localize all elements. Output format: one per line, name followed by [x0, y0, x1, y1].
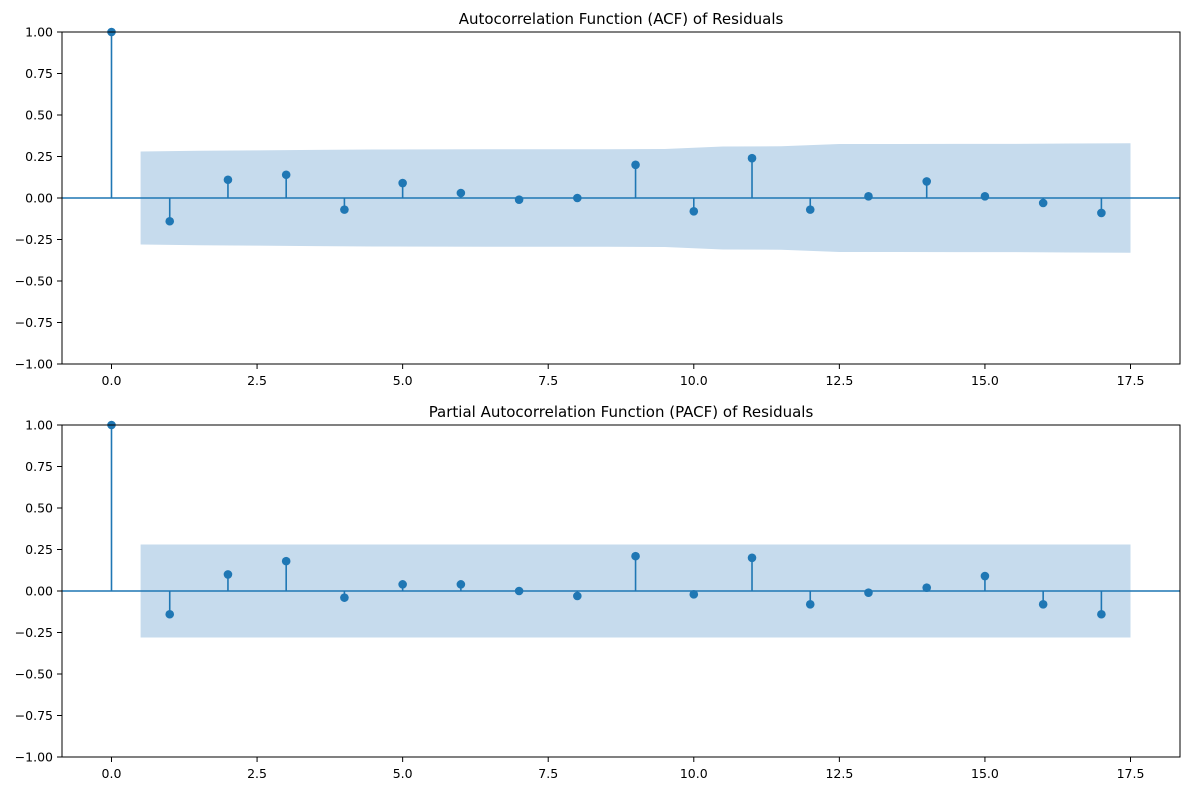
- acf-x-tick-label: 0.0: [102, 373, 122, 388]
- acf-y-tick-label: −0.50: [15, 274, 53, 289]
- acf-marker-lag-1: [165, 216, 175, 226]
- pacf-x-tick-label: 0.0: [102, 766, 122, 781]
- pacf-marker-lag-10: [689, 590, 699, 599]
- acf-y-tick-label: −0.25: [15, 232, 53, 247]
- pacf-x-tick-label: 17.5: [1117, 766, 1145, 781]
- acf-chart-title: Autocorrelation Function (ACF) of Residu…: [459, 10, 784, 28]
- pacf-marker-lag-13: [864, 588, 873, 597]
- acf-marker-lag-5: [398, 178, 407, 188]
- pacf-marker-lag-16: [1038, 599, 1048, 609]
- pacf-marker-lag-12: [805, 599, 815, 609]
- pacf-marker-lag-9: [631, 551, 640, 561]
- pacf-y-tick-label: −0.75: [15, 708, 53, 723]
- acf-marker-lag-7: [514, 195, 524, 204]
- pacf-y-tick-label: 0.75: [25, 459, 53, 474]
- pacf-marker-lag-3: [281, 556, 291, 566]
- acf-y-tick-label: 0.25: [25, 149, 53, 164]
- acf-marker-lag-17: [1097, 208, 1106, 218]
- acf-marker-lag-6: [456, 188, 466, 198]
- acf-marker-lag-13: [864, 192, 873, 201]
- pacf-marker-lag-14: [922, 583, 932, 592]
- acf-marker-lag-16: [1038, 198, 1048, 208]
- pacf-x-tick-label: 5.0: [393, 766, 413, 781]
- pacf-marker-lag-2: [223, 570, 233, 579]
- pacf-marker-lag-6: [456, 580, 466, 589]
- pacf-y-tick-label: 0.25: [25, 542, 53, 557]
- pacf-marker-lag-7: [514, 586, 524, 596]
- acf-marker-lag-9: [631, 160, 640, 170]
- pacf-chart-title: Partial Autocorrelation Function (PACF) …: [429, 403, 814, 421]
- acf-x-tick-label: 10.0: [680, 373, 708, 388]
- acf-marker-lag-4: [340, 205, 349, 214]
- acf-y-tick-label: 0.50: [25, 108, 53, 123]
- acf-marker-lag-14: [922, 177, 932, 186]
- pacf-x-tick-label: 2.5: [247, 766, 267, 781]
- pacf-y-tick-label: −0.50: [15, 667, 53, 682]
- acf-marker-lag-3: [281, 170, 291, 180]
- acf-x-tick-label: 5.0: [393, 373, 413, 388]
- acf-marker-lag-12: [805, 205, 815, 214]
- pacf-marker-lag-5: [398, 580, 407, 589]
- pacf-marker-lag-4: [340, 593, 349, 602]
- acf-x-tick-label: 17.5: [1117, 373, 1145, 388]
- pacf-y-tick-label: 0.00: [25, 584, 53, 599]
- acf-chart: Autocorrelation Function (ACF) of Residu…: [15, 10, 1181, 388]
- pacf-chart: Partial Autocorrelation Function (PACF) …: [15, 403, 1181, 781]
- pacf-x-tick-label: 7.5: [538, 766, 558, 781]
- pacf-y-tick-label: −0.25: [15, 625, 53, 640]
- acf-y-tick-label: 0.00: [25, 191, 53, 206]
- acf-x-tick-label: 15.0: [971, 373, 999, 388]
- pacf-marker-lag-17: [1097, 609, 1106, 619]
- acf-marker-lag-10: [689, 206, 699, 216]
- acf-y-tick-label: 0.75: [25, 66, 53, 81]
- pacf-marker-lag-1: [165, 609, 175, 619]
- pacf-x-tick-label: 10.0: [680, 766, 708, 781]
- acf-marker-lag-11: [747, 153, 757, 163]
- acf-y-tick-label: 1.00: [25, 25, 53, 40]
- pacf-y-tick-label: −1.00: [15, 750, 53, 765]
- pacf-marker-lag-15: [980, 571, 990, 581]
- pacf-x-tick-label: 15.0: [971, 766, 999, 781]
- pacf-y-tick-label: 0.50: [25, 501, 53, 516]
- acf-marker-lag-2: [223, 175, 233, 185]
- acf-marker-lag-15: [980, 192, 990, 201]
- pacf-x-tick-label: 12.5: [825, 766, 853, 781]
- pacf-y-tick-label: 1.00: [25, 418, 53, 433]
- acf-y-tick-label: −1.00: [15, 357, 53, 372]
- pacf-marker-lag-8: [573, 591, 582, 601]
- pacf-marker-lag-11: [747, 553, 757, 563]
- acf-x-tick-label: 12.5: [825, 373, 853, 388]
- acf-x-tick-label: 7.5: [538, 373, 558, 388]
- acf-x-tick-label: 2.5: [247, 373, 267, 388]
- acf-marker-lag-8: [573, 193, 582, 203]
- acf-y-tick-label: −0.75: [15, 315, 53, 330]
